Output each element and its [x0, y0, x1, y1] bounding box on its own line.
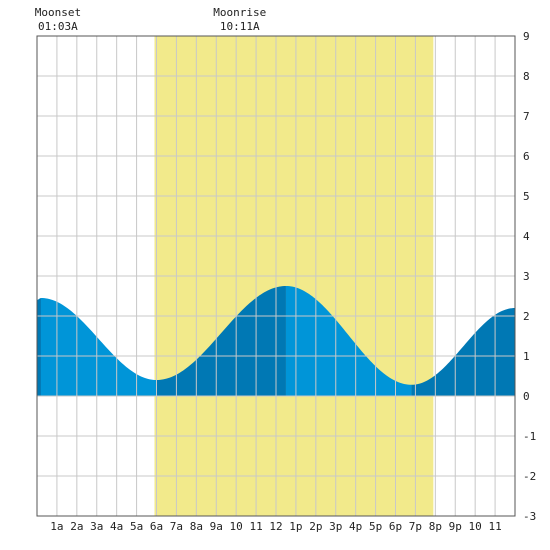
x-tick-label: 10 [230, 520, 243, 533]
moon-event-name: Moonrise [213, 6, 266, 19]
tide-segment [285, 286, 412, 396]
x-tick-label: 1a [50, 520, 63, 533]
x-tick-label: 10 [469, 520, 482, 533]
x-tick-label: 2p [309, 520, 322, 533]
y-tick-label: 9 [523, 30, 530, 43]
y-tick-label: 4 [523, 230, 530, 243]
x-tick-label: 4p [349, 520, 362, 533]
x-tick-label: 9a [210, 520, 223, 533]
x-tick-label: 3p [329, 520, 342, 533]
x-tick-label: 8a [190, 520, 203, 533]
grid-layer [37, 36, 515, 516]
x-tick-label: 1p [289, 520, 302, 533]
moon-event-time: 10:11A [220, 20, 260, 33]
tide-segment [156, 286, 286, 396]
x-axis-labels: 1a 2a 3a 4a 5a 6a 7a 8a 9a 10 11 12 1p 2p 3p 4p 5p 6p 7p 8p… [50, 520, 501, 533]
x-tick-label: 7a [170, 520, 183, 533]
moon-event-time: 01:03A [38, 20, 78, 33]
plot-frame [36, 35, 516, 517]
x-tick-label: 9p [449, 520, 462, 533]
x-tick-label: 6p [389, 520, 402, 533]
x-tick-label: 12 [269, 520, 282, 533]
y-tick-label: 3 [523, 270, 530, 283]
tide-layer [37, 286, 515, 396]
x-tick-label: 5p [369, 520, 382, 533]
x-tick-label: 8p [429, 520, 442, 533]
y-tick-label: 8 [523, 70, 530, 83]
moon-event-name: Moonset [35, 6, 81, 19]
y-tick-label: 7 [523, 110, 530, 123]
x-tick-label: 11 [249, 520, 262, 533]
x-tick-label: 4a [110, 520, 123, 533]
x-tick-label: 6a [150, 520, 163, 533]
x-tick-label: 11 [488, 520, 501, 533]
y-tick-label: -1 [523, 430, 536, 443]
y-tick-label: -2 [523, 470, 536, 483]
tide-segment [411, 308, 515, 396]
y-axis-labels: 9 8 7 6 5 4 3 2 1 0 -1 -2 -3 [523, 30, 536, 523]
x-tick-label: 7p [409, 520, 422, 533]
y-tick-label: 1 [523, 350, 530, 363]
y-tick-label: 2 [523, 310, 530, 323]
y-tick-label: 6 [523, 150, 530, 163]
tide-segment [40, 298, 157, 396]
x-tick-label: 2a [70, 520, 83, 533]
tide-segment [37, 298, 41, 396]
y-tick-label: 5 [523, 190, 530, 203]
x-tick-label: 5a [130, 520, 143, 533]
x-tick-label: 3a [90, 520, 103, 533]
y-tick-label: -3 [523, 510, 536, 523]
y-tick-label: 0 [523, 390, 530, 403]
